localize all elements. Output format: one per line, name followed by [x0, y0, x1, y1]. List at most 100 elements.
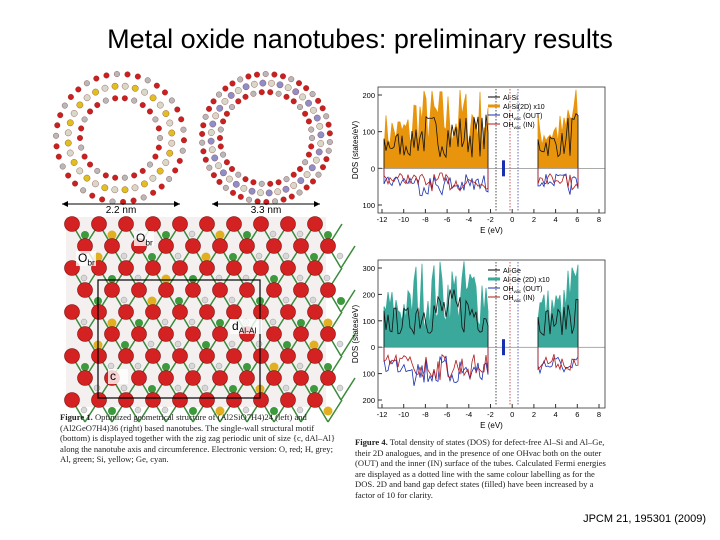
- atom: [168, 97, 175, 104]
- atom: [253, 304, 269, 320]
- atom: [309, 296, 317, 304]
- atom: [284, 84, 292, 91]
- atom: [280, 304, 296, 320]
- atom: [232, 180, 240, 188]
- label-sub: vac: [514, 117, 522, 122]
- atom: [131, 370, 147, 386]
- atom: [53, 132, 59, 139]
- atom: [65, 172, 72, 179]
- atom: [323, 156, 330, 163]
- atom: [81, 231, 89, 239]
- atom: [158, 370, 174, 386]
- label-main: Al-Ge: [503, 268, 521, 275]
- atom: [226, 216, 242, 232]
- atom: [324, 363, 332, 371]
- dos-curve: [383, 289, 579, 348]
- label: Al-Si(2D) x10: [503, 104, 545, 111]
- atom: [158, 326, 174, 342]
- atom: [140, 194, 147, 201]
- atom: [254, 198, 261, 205]
- atom: [77, 135, 83, 141]
- atom: [266, 238, 282, 254]
- x-tick-label: -2: [487, 215, 494, 224]
- atom: [296, 80, 302, 87]
- atom: [149, 94, 157, 102]
- atom: [75, 86, 82, 93]
- atom: [336, 252, 344, 260]
- atom: [108, 275, 116, 283]
- atom: [220, 169, 227, 177]
- bond: [340, 333, 356, 357]
- atom: [64, 304, 80, 320]
- x-tick-label: 2: [532, 215, 536, 224]
- atom: [250, 90, 257, 97]
- atom: [76, 167, 84, 175]
- y-tick-label: 0: [371, 343, 375, 352]
- label: Obr: [136, 231, 153, 248]
- atom: [102, 97, 109, 104]
- atom: [121, 174, 128, 181]
- atom: [310, 178, 316, 185]
- atom: [305, 151, 312, 158]
- atom: [134, 73, 141, 80]
- atom: [226, 392, 242, 408]
- atom: [94, 167, 101, 174]
- x-tick-label: -12: [377, 215, 388, 224]
- atom: [64, 216, 80, 232]
- label-main: OH: [503, 295, 514, 302]
- atom: [226, 260, 242, 276]
- y-axis-label: DOS (states/eV): [351, 305, 360, 364]
- atom: [215, 230, 225, 240]
- atom: [135, 319, 143, 327]
- atom: [292, 88, 300, 96]
- atom: [99, 196, 106, 203]
- atom: [92, 88, 99, 96]
- atom: [189, 275, 197, 283]
- atom: [313, 114, 321, 122]
- atom: [217, 143, 224, 150]
- atom: [131, 97, 138, 104]
- atom: [282, 384, 290, 392]
- atom: [280, 260, 296, 276]
- atom: [64, 260, 80, 276]
- atom: [111, 186, 119, 194]
- x-tick-label: 8: [597, 215, 601, 224]
- atom: [144, 77, 151, 84]
- atom: [113, 71, 120, 78]
- atom: [250, 80, 258, 88]
- label-bg: [134, 231, 154, 246]
- atom: [172, 392, 188, 408]
- label-bg: [76, 251, 96, 266]
- atom: [168, 129, 176, 137]
- atom: [215, 362, 223, 370]
- atom: [237, 193, 244, 200]
- defect-state: [502, 160, 505, 177]
- label: OHvac (IN): [503, 122, 535, 131]
- atom: [131, 172, 138, 179]
- atom: [239, 370, 255, 386]
- x-tick-label: -10: [398, 410, 409, 419]
- y-tick-label: 300: [362, 264, 375, 273]
- atom: [297, 177, 305, 184]
- atom: [229, 104, 235, 110]
- atom: [242, 83, 250, 91]
- atom: [254, 71, 260, 78]
- atom: [148, 253, 156, 261]
- atom: [297, 166, 303, 172]
- atom: [217, 126, 224, 133]
- atom: [320, 164, 326, 171]
- dos-curve: [383, 347, 579, 386]
- atom: [308, 143, 315, 150]
- atom: [266, 326, 282, 342]
- atom: [107, 318, 117, 328]
- atom: [158, 282, 174, 298]
- atom: [118, 392, 134, 408]
- atom: [188, 230, 196, 238]
- atom: [162, 89, 168, 96]
- atom: [150, 189, 157, 196]
- atom: [201, 296, 209, 304]
- atom: [242, 176, 249, 183]
- atom: [310, 253, 318, 261]
- bond: [340, 377, 356, 401]
- atom: [221, 98, 229, 105]
